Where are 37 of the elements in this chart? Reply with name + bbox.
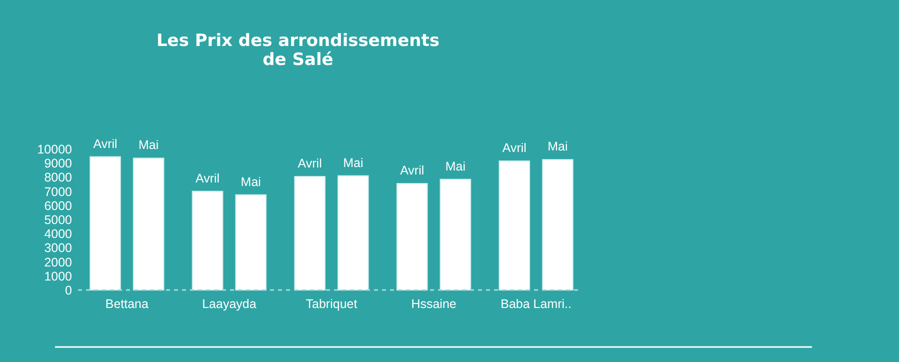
y-tick-label: 10000 (37, 142, 72, 156)
y-tick-label: 3000 (44, 241, 72, 256)
text: Avril (298, 156, 322, 170)
x-tick-label: Laayayda (202, 297, 256, 311)
y-tick-label: 9000 (44, 156, 72, 171)
bar (396, 183, 428, 290)
y-tick-label: 5000 (44, 213, 72, 227)
y-tick-label: 1000 (44, 269, 72, 284)
text: Avril (196, 171, 220, 186)
bar (132, 158, 164, 290)
text: Avril (400, 164, 424, 178)
series-label: Avril (93, 136, 118, 151)
bar (90, 156, 121, 290)
x-tick-label: Baba Lamri.. (500, 297, 572, 311)
series-label: Mai (138, 138, 159, 152)
y-tick-label: 6000 (44, 198, 72, 213)
bar (192, 190, 224, 290)
text: Mai (240, 174, 261, 189)
y-tick-label: 8000 (44, 170, 72, 185)
y-tick-label: 7000 (44, 184, 72, 199)
text: Mai (548, 140, 568, 154)
y-tick-label: 2000 (44, 255, 72, 270)
bar (542, 159, 574, 290)
y-tick-label: 0 (65, 284, 72, 298)
bar (235, 194, 267, 290)
text: Mai (343, 156, 364, 170)
text: Mai (445, 159, 466, 174)
x-tick-label: Bettana (105, 297, 149, 311)
bar (294, 176, 326, 290)
bar (440, 178, 472, 290)
bar (498, 160, 530, 290)
x-tick-label: Tabriquet (306, 297, 358, 311)
text: Avril (502, 140, 526, 155)
bar (338, 175, 369, 290)
y-tick-label: 4000 (44, 227, 72, 242)
x-tick-label: Hssaine (411, 297, 456, 311)
chart-title: Les Prix des arrondissements de Salé (156, 31, 440, 70)
